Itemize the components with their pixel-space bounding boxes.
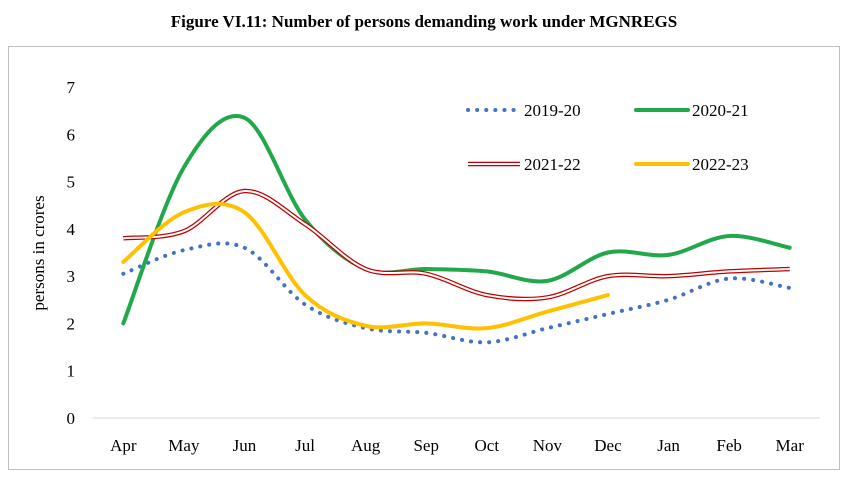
legend-item: 2020-21 — [634, 101, 749, 120]
legend-label: 2022-23 — [692, 155, 749, 174]
y-tick-label: 5 — [67, 173, 76, 192]
series-line-2022-23 — [121, 201, 610, 331]
x-tick-label: Apr — [110, 436, 137, 455]
chart-frame — [8, 46, 840, 470]
y-tick-label: 6 — [67, 125, 76, 144]
x-tick-label: Oct — [475, 436, 500, 455]
x-tick-label: Nov — [533, 436, 563, 455]
y-tick-label: 3 — [67, 267, 76, 286]
x-tick-label: Jun — [233, 436, 257, 455]
series-line-2020-21 — [121, 114, 792, 326]
y-tick-label: 1 — [67, 362, 76, 381]
x-tick-label: Jan — [657, 436, 680, 455]
x-tick-label: Dec — [594, 436, 622, 455]
chart-title: Figure VI.11: Number of persons demandin… — [170, 12, 678, 31]
x-tick-label: May — [168, 436, 200, 455]
legend-item: 2019-20 — [466, 101, 581, 120]
y-tick-label: 7 — [67, 78, 76, 97]
x-tick-label: Aug — [351, 436, 381, 455]
legend-label: 2021-22 — [524, 155, 581, 174]
y-tick-label: 0 — [67, 409, 76, 428]
series-line-2019-20 — [121, 241, 792, 345]
legend-item: 2021-22 — [468, 155, 581, 174]
series-line-2021-22 — [123, 188, 790, 302]
x-tick-label: Jul — [295, 436, 315, 455]
y-tick-label: 2 — [67, 314, 76, 333]
y-tick-label: 4 — [67, 220, 76, 239]
x-tick-label: Sep — [413, 436, 439, 455]
x-tick-label: Mar — [776, 436, 805, 455]
y-axis-label: persons in crores — [29, 195, 48, 310]
x-tick-label: Feb — [716, 436, 742, 455]
legend-item: 2022-23 — [634, 155, 749, 174]
legend-label: 2019-20 — [524, 101, 581, 120]
legend-label: 2020-21 — [692, 101, 749, 120]
